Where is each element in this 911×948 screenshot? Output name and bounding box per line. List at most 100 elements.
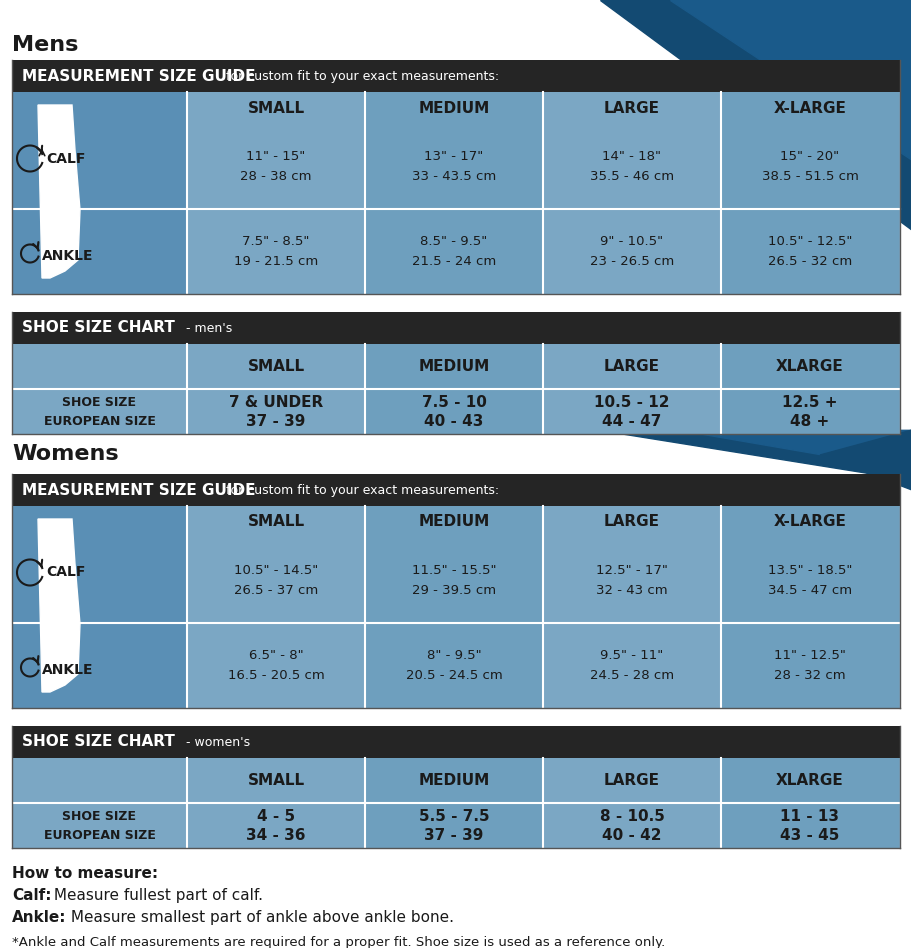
Text: - men's: - men's [182, 321, 232, 335]
Text: 12.5" - 17": 12.5" - 17" [596, 564, 667, 577]
Bar [364, 92, 542, 124]
Text: X-LARGE: X-LARGE [773, 515, 845, 530]
Text: MEASUREMENT SIZE GUIDE: MEASUREMENT SIZE GUIDE [22, 68, 255, 83]
Text: - women's: - women's [182, 736, 250, 749]
Text: 8" - 9.5": 8" - 9.5" [426, 649, 481, 662]
Bar [12, 758, 899, 848]
Text: 29 - 39.5 cm: 29 - 39.5 cm [412, 584, 496, 597]
Text: 8.5" - 9.5": 8.5" - 9.5" [420, 235, 487, 248]
Text: CALF: CALF [46, 152, 86, 166]
Bar [721, 758, 898, 848]
Text: XLARGE: XLARGE [775, 773, 843, 788]
Polygon shape [680, 430, 911, 470]
Bar [364, 344, 542, 434]
Text: SMALL: SMALL [247, 359, 304, 374]
Polygon shape [670, 0, 911, 160]
Bar [721, 92, 898, 124]
Text: 5.5 - 7.5: 5.5 - 7.5 [418, 809, 489, 824]
Bar [12, 92, 899, 294]
Text: How to measure:: How to measure: [12, 866, 158, 881]
Text: LARGE: LARGE [603, 773, 660, 788]
Bar [187, 506, 899, 538]
Bar [364, 758, 542, 848]
Text: 15" - 20": 15" - 20" [780, 150, 839, 163]
Bar [542, 92, 721, 294]
Text: EUROPEAN SIZE: EUROPEAN SIZE [44, 829, 155, 842]
Text: SMALL: SMALL [247, 773, 304, 788]
Text: for custom fit to your exact measurements:: for custom fit to your exact measurement… [221, 483, 498, 497]
Text: SHOE SIZE CHART: SHOE SIZE CHART [22, 735, 175, 750]
Text: 40 - 42: 40 - 42 [601, 828, 661, 843]
Text: for custom fit to your exact measurements:: for custom fit to your exact measurement… [221, 69, 498, 82]
Text: SHOE SIZE: SHOE SIZE [63, 396, 137, 409]
Text: XLARGE: XLARGE [775, 359, 843, 374]
Text: MEASUREMENT SIZE GUIDE: MEASUREMENT SIZE GUIDE [22, 483, 255, 498]
Text: 44 - 47: 44 - 47 [601, 414, 661, 428]
Text: 9" - 10.5": 9" - 10.5" [599, 235, 663, 248]
Text: Womens: Womens [12, 444, 118, 464]
Text: SMALL: SMALL [247, 100, 304, 116]
Text: 33 - 43.5 cm: 33 - 43.5 cm [412, 170, 496, 183]
Text: 13" - 17": 13" - 17" [424, 150, 483, 163]
Bar [721, 506, 898, 538]
Text: Measure smallest part of ankle above ankle bone.: Measure smallest part of ankle above ank… [66, 910, 454, 925]
Text: 13.5" - 18.5": 13.5" - 18.5" [767, 564, 851, 577]
Bar [187, 92, 364, 294]
Text: SHOE SIZE CHART: SHOE SIZE CHART [22, 320, 175, 336]
Bar [12, 60, 899, 92]
Text: ANKLE: ANKLE [42, 664, 94, 678]
Text: 14" - 18": 14" - 18" [602, 150, 660, 163]
Bar [20, 514, 110, 700]
Text: LARGE: LARGE [603, 359, 660, 374]
Text: MEDIUM: MEDIUM [418, 359, 489, 374]
Bar [721, 344, 898, 434]
Text: 19 - 21.5 cm: 19 - 21.5 cm [233, 255, 318, 268]
Text: 7 & UNDER: 7 & UNDER [229, 395, 322, 410]
Text: 10.5" - 14.5": 10.5" - 14.5" [233, 564, 318, 577]
Text: 34 - 36: 34 - 36 [246, 828, 305, 843]
Text: 20.5 - 24.5 cm: 20.5 - 24.5 cm [405, 669, 502, 682]
Text: CALF: CALF [46, 566, 86, 579]
Text: SHOE SIZE: SHOE SIZE [63, 810, 137, 823]
Text: 37 - 39: 37 - 39 [424, 828, 483, 843]
Text: SMALL: SMALL [247, 515, 304, 530]
Polygon shape [599, 0, 911, 230]
Bar [12, 344, 899, 434]
Text: 24.5 - 28 cm: 24.5 - 28 cm [589, 669, 673, 682]
Text: 8 - 10.5: 8 - 10.5 [599, 809, 664, 824]
Text: 11" - 15": 11" - 15" [246, 150, 305, 163]
Bar [364, 506, 542, 708]
Bar [364, 92, 542, 294]
Text: 9.5" - 11": 9.5" - 11" [599, 649, 663, 662]
Text: 21.5 - 24 cm: 21.5 - 24 cm [412, 255, 496, 268]
Polygon shape [819, 430, 911, 490]
Polygon shape [38, 519, 80, 692]
Text: 4 - 5: 4 - 5 [257, 809, 295, 824]
Bar [721, 506, 898, 708]
Text: 48 +: 48 + [790, 414, 829, 428]
Text: Mens: Mens [12, 35, 78, 55]
Text: 23 - 26.5 cm: 23 - 26.5 cm [589, 255, 673, 268]
Text: MEDIUM: MEDIUM [418, 515, 489, 530]
Text: 26.5 - 37 cm: 26.5 - 37 cm [233, 584, 318, 597]
Bar [20, 100, 110, 286]
Text: 11.5" - 15.5": 11.5" - 15.5" [411, 564, 496, 577]
Text: 28 - 38 cm: 28 - 38 cm [240, 170, 312, 183]
Bar [12, 474, 899, 506]
Polygon shape [599, 430, 911, 480]
Text: 7.5 - 10: 7.5 - 10 [421, 395, 486, 410]
Bar [12, 506, 899, 708]
Text: Measure fullest part of calf.: Measure fullest part of calf. [49, 888, 262, 903]
Text: 34.5 - 47 cm: 34.5 - 47 cm [767, 584, 851, 597]
Text: 40 - 43: 40 - 43 [424, 414, 483, 428]
Bar [721, 92, 898, 294]
Text: 7.5" - 8.5": 7.5" - 8.5" [242, 235, 310, 248]
Text: ANKLE: ANKLE [42, 249, 94, 264]
Text: MEDIUM: MEDIUM [418, 100, 489, 116]
Text: 12.5 +: 12.5 + [782, 395, 837, 410]
Text: 16.5 - 20.5 cm: 16.5 - 20.5 cm [228, 669, 324, 682]
Text: 28 - 32 cm: 28 - 32 cm [773, 669, 844, 682]
Bar [12, 344, 187, 434]
Text: Ankle:: Ankle: [12, 910, 67, 925]
Text: 43 - 45: 43 - 45 [780, 828, 839, 843]
